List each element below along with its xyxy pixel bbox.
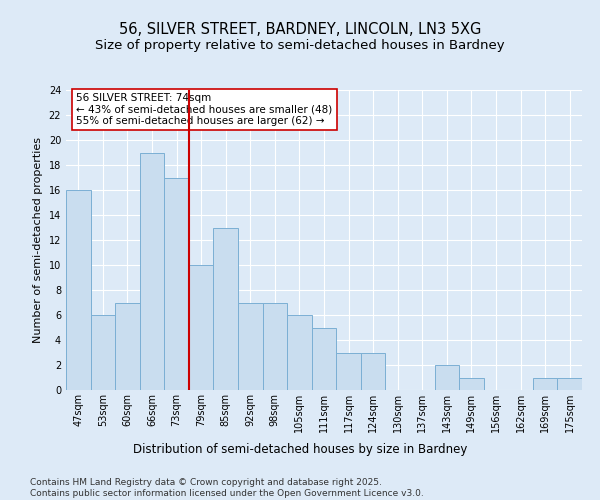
Text: Contains HM Land Registry data © Crown copyright and database right 2025.
Contai: Contains HM Land Registry data © Crown c… <box>30 478 424 498</box>
Bar <box>287 315 312 390</box>
Bar <box>66 190 91 390</box>
Y-axis label: Number of semi-detached properties: Number of semi-detached properties <box>33 137 43 343</box>
Bar <box>434 365 459 390</box>
Bar <box>361 352 385 390</box>
Bar <box>263 302 287 390</box>
Bar <box>140 152 164 390</box>
Bar <box>238 302 263 390</box>
Bar <box>115 302 140 390</box>
Text: Size of property relative to semi-detached houses in Bardney: Size of property relative to semi-detach… <box>95 39 505 52</box>
Text: 56 SILVER STREET: 74sqm
← 43% of semi-detached houses are smaller (48)
55% of se: 56 SILVER STREET: 74sqm ← 43% of semi-de… <box>76 93 332 126</box>
Text: 56, SILVER STREET, BARDNEY, LINCOLN, LN3 5XG: 56, SILVER STREET, BARDNEY, LINCOLN, LN3… <box>119 22 481 38</box>
Bar <box>459 378 484 390</box>
Bar <box>312 328 336 390</box>
Bar <box>189 265 214 390</box>
Bar <box>164 178 189 390</box>
Bar <box>214 228 238 390</box>
Text: Distribution of semi-detached houses by size in Bardney: Distribution of semi-detached houses by … <box>133 442 467 456</box>
Bar <box>557 378 582 390</box>
Bar <box>533 378 557 390</box>
Bar <box>336 352 361 390</box>
Bar <box>91 315 115 390</box>
